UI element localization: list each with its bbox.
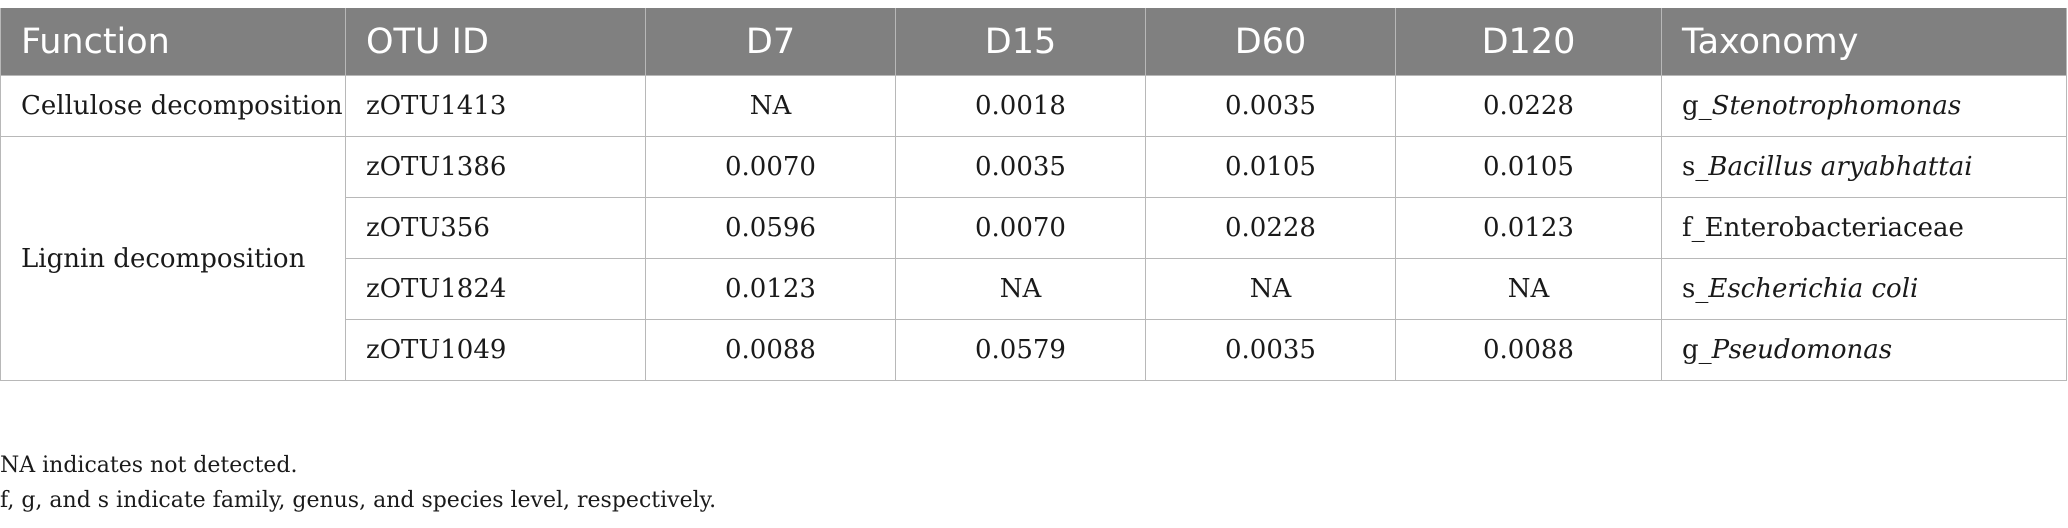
table-header: Function OTU ID D7 D15 D60 D120 Taxonomy (0, 8, 2067, 76)
d120-cell: 0.0228 (1395, 75, 1662, 137)
function-cell: Cellulose decomposition (0, 75, 346, 137)
header-d60: D60 (1145, 8, 1396, 76)
taxonomy-cell: g_Stenotrophomonas (1661, 75, 2067, 137)
taxonomy-prefix: g_ (1682, 91, 1712, 121)
taxonomy-name: Escherichia coli (1708, 274, 1919, 304)
table-row: zOTU1049 0.0088 0.0579 0.0035 0.0088 g_P… (1, 319, 2067, 381)
taxonomy-cell: s_Escherichia coli (1661, 258, 2067, 320)
d120-cell: 0.0123 (1395, 197, 1662, 259)
d60-cell: 0.0105 (1145, 136, 1396, 198)
d7-cell: NA (645, 75, 896, 137)
header-function: Function (0, 8, 346, 76)
taxonomy-cell: g_Pseudomonas (1661, 319, 2067, 381)
taxonomy-name: Bacillus aryabhattai (1708, 152, 1973, 182)
d7-cell: 0.0070 (645, 136, 896, 198)
function-cell: Lignin decomposition (0, 136, 346, 381)
d60-cell: NA (1145, 258, 1396, 320)
d120-cell: 0.0105 (1395, 136, 1662, 198)
taxonomy-prefix: s_ (1682, 274, 1709, 304)
table-row: Cellulose decomposition zOTU1413 NA 0.00… (0, 75, 2067, 137)
d15-cell: 0.0018 (895, 75, 1146, 137)
footnote-na: NA indicates not detected. (0, 453, 298, 478)
d60-cell: 0.0035 (1145, 319, 1396, 381)
d7-cell: 0.0088 (645, 319, 896, 381)
taxonomy-cell: f_Enterobacteriaceae (1661, 197, 2067, 259)
taxonomy-prefix: g_ (1682, 335, 1712, 365)
taxonomy-prefix: s_ (1682, 152, 1709, 182)
header-taxonomy: Taxonomy (1661, 8, 2067, 76)
d15-cell: 0.0035 (895, 136, 1146, 198)
otu-id-cell: zOTU356 (345, 197, 646, 259)
d7-cell: 0.0123 (645, 258, 896, 320)
taxonomy-name: Stenotrophomonas (1711, 91, 1962, 121)
header-otu-id: OTU ID (345, 8, 646, 76)
table-body: Cellulose decomposition zOTU1413 NA 0.00… (0, 75, 2067, 381)
header-d120: D120 (1395, 8, 1662, 76)
taxonomy-name: Enterobacteriaceae (1704, 213, 1964, 243)
otu-id-cell: zOTU1413 (345, 75, 646, 137)
taxonomy-name: Pseudomonas (1711, 335, 1893, 365)
table-row: zOTU1824 0.0123 NA NA NA s_Escherichia c… (1, 258, 2067, 320)
d15-cell: 0.0579 (895, 319, 1146, 381)
d15-cell: NA (895, 258, 1146, 320)
otu-id-cell: zOTU1049 (345, 319, 646, 381)
d120-cell: NA (1395, 258, 1662, 320)
taxonomy-cell: s_Bacillus aryabhattai (1661, 136, 2067, 198)
table-row: Lignin decomposition zOTU1386 0.0070 0.0… (0, 136, 2067, 381)
otu-id-cell: zOTU1824 (345, 258, 646, 320)
footnote-levels: f, g, and s indicate family, genus, and … (0, 488, 717, 513)
header-row: Function OTU ID D7 D15 D60 D120 Taxonomy (0, 8, 2067, 76)
taxonomy-prefix: f_ (1682, 213, 1705, 243)
header-d15: D15 (895, 8, 1146, 76)
header-d7: D7 (645, 8, 896, 76)
d120-cell: 0.0088 (1395, 319, 1662, 381)
d15-cell: 0.0070 (895, 197, 1146, 259)
d7-cell: 0.0596 (645, 197, 896, 259)
table-footnotes: NA indicates not detected. f, g, and s i… (0, 448, 716, 518)
data-table: Function OTU ID D7 D15 D60 D120 Taxonomy… (0, 8, 2067, 381)
d60-cell: 0.0228 (1145, 197, 1396, 259)
d60-cell: 0.0035 (1145, 75, 1396, 137)
otu-id-cell: zOTU1386 (345, 136, 646, 198)
